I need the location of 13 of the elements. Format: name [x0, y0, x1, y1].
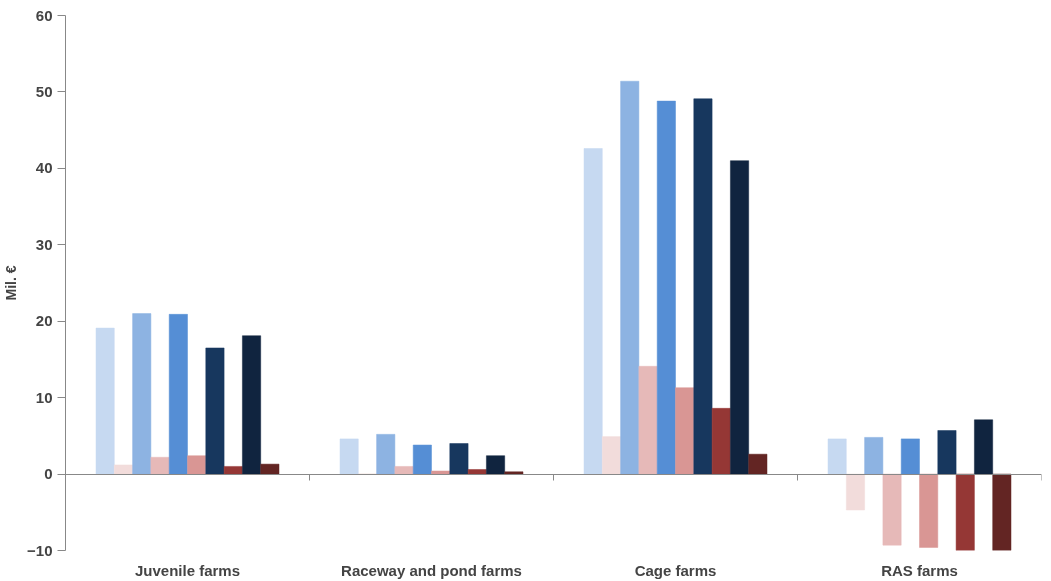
y-tick-label: 30: [35, 235, 53, 253]
x-tick-label: Juvenile farms: [134, 561, 241, 579]
y-tick-label: −10: [27, 541, 53, 559]
y-axis-title: Mil. €: [3, 265, 20, 301]
y-tick-label: 10: [35, 388, 53, 406]
y-tick-label: 60: [35, 6, 53, 24]
x-tick-label: Raceway and pond farms: [341, 561, 522, 579]
y-tick-label: 50: [35, 82, 53, 100]
y-tick-label: 0: [44, 465, 53, 483]
x-tick-label: RAS farms: [881, 561, 958, 579]
y-tick-label: 20: [35, 312, 53, 330]
x-tick-label: Cage farms: [634, 561, 717, 579]
y-tick-label: 40: [35, 159, 53, 177]
